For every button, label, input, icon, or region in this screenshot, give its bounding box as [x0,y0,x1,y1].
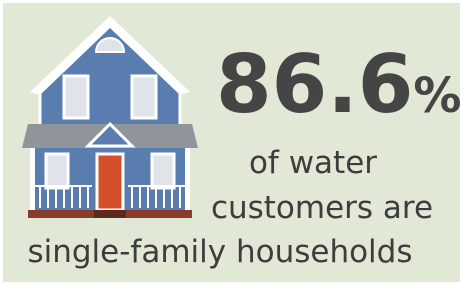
stat-unit: % [413,68,461,124]
caption-line: single-family households [27,234,412,270]
infographic: 86.6% of water customers are single-fami… [0,0,463,285]
page: {"stat": {"value": "86.6", "unit": "%"},… [0,0,463,285]
caption-line: customers are [211,190,433,226]
caption-line: of water [249,145,377,181]
stat-number: 86.6 [216,38,413,131]
